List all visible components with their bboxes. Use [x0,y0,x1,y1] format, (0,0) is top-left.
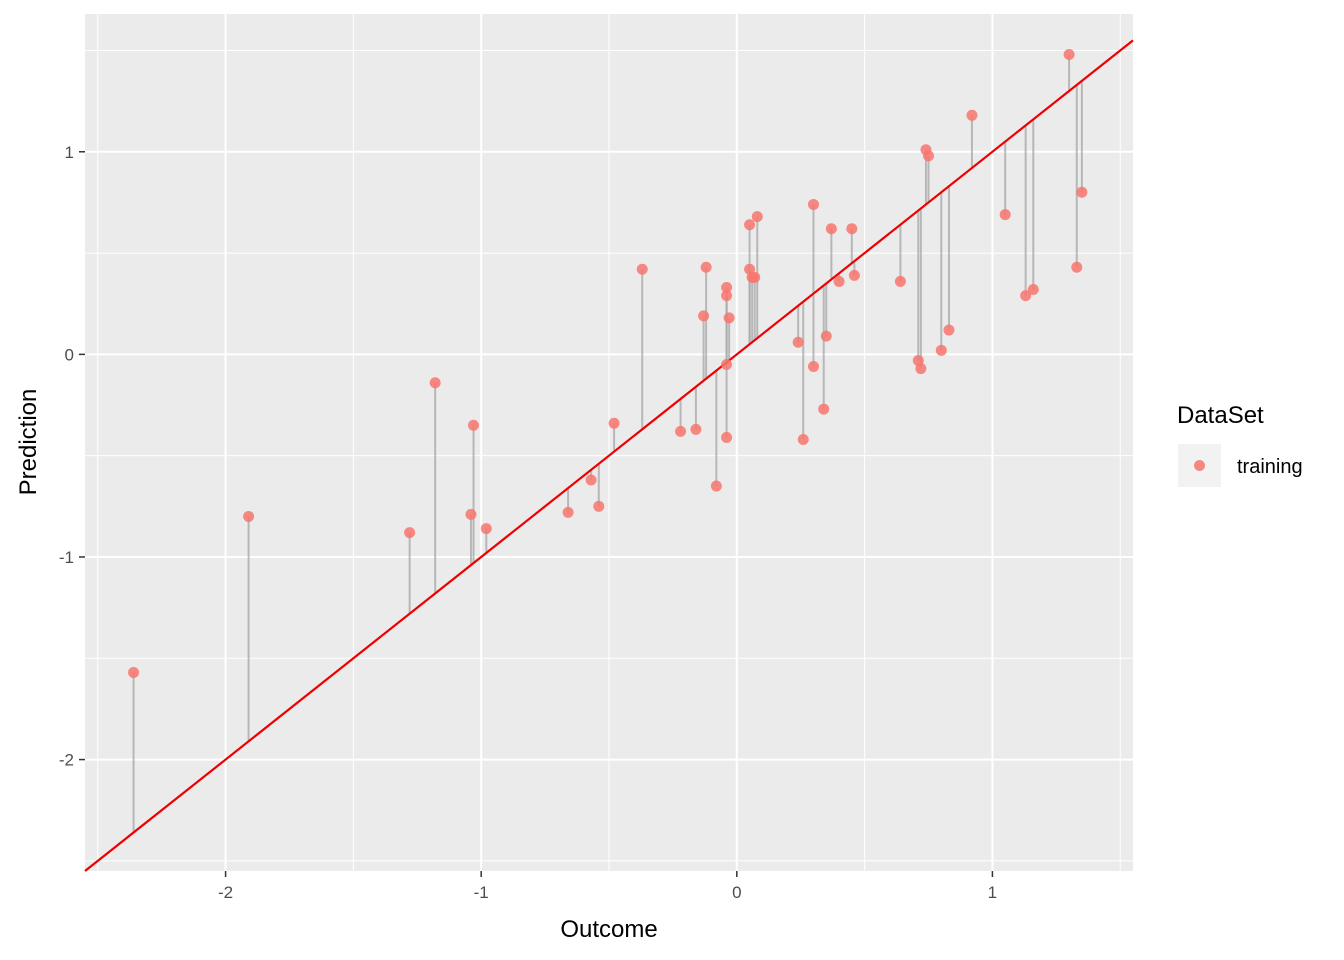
x-axis-title: Outcome [560,916,657,943]
data-point [480,523,492,535]
legend-title: DataSet [1177,402,1264,429]
data-point [468,419,480,431]
data-point [636,263,648,275]
x-tick-label: -2 [218,883,233,902]
data-point [846,223,858,235]
data-point [465,508,477,520]
identity-line [84,39,1134,872]
y-axis-title: Prediction [15,389,42,496]
legend-label-training: training [1237,456,1303,478]
data-point [807,198,819,210]
data-point [915,363,927,375]
x-tick-label: 0 [732,883,741,902]
data-point [894,275,906,287]
legend: DataSet training [1177,402,1303,487]
data-point [690,423,702,435]
data-point [923,150,935,162]
data-point [721,290,733,302]
data-point [943,324,955,336]
x-axis-ticks: -2 -1 0 1 [218,871,997,902]
data-point [700,261,712,273]
data-point [1027,284,1039,296]
data-point [820,330,832,342]
data-point [848,269,860,281]
data-point [710,480,722,492]
data-point [1063,49,1075,61]
data-point [243,510,255,522]
y-tick-label: 0 [65,345,74,364]
data-point [797,433,809,445]
legend-key-point [1194,460,1205,471]
data-point [1071,261,1083,273]
major-gridlines [85,14,1133,871]
y-tick-label: -2 [59,751,74,770]
data-point [1076,186,1088,198]
data-point [593,500,605,512]
data-point [721,431,733,443]
data-point [585,474,597,486]
data-point [128,666,140,678]
data-point [721,282,733,294]
data-point [749,271,761,283]
data-point [935,344,947,356]
data-point [999,209,1011,221]
y-tick-label: -1 [59,548,74,567]
minor-gridlines [85,14,1133,871]
data-point [833,275,845,287]
data-point [807,361,819,373]
x-tick-label: 1 [988,883,997,902]
reference-line [84,39,1134,872]
data-point [608,417,620,429]
data-point [792,336,804,348]
data-point [818,403,830,415]
data-point [675,425,687,437]
data-point [429,377,441,389]
data-point [698,310,710,322]
data-point [723,312,735,324]
data-point [1020,290,1032,302]
data-point [751,211,763,223]
y-tick-label: 1 [65,143,74,162]
y-axis-ticks: -2 -1 0 1 [59,143,85,770]
data-point [562,506,574,518]
data-point [404,527,416,539]
data-point [721,358,733,370]
data-points [128,49,1088,678]
data-point [744,219,756,231]
data-point [966,109,978,121]
data-point [825,223,837,235]
x-tick-label: -1 [474,883,489,902]
